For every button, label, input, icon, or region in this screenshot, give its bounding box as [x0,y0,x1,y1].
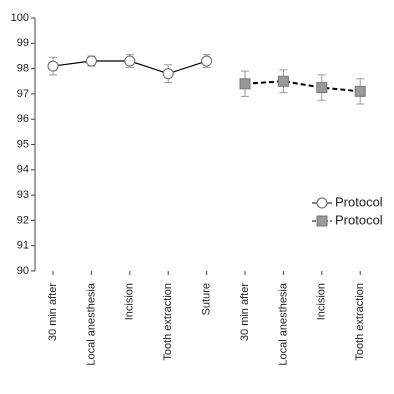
x-tick-label: 30 min after [239,283,251,341]
marker [239,78,251,90]
x-tick-label: Local anesthesia [277,282,289,365]
marker [162,68,174,80]
y-tick-label: 99 [17,37,29,49]
x-tick-label: Local anesthesia [85,282,97,365]
legend-marker [316,215,328,227]
y-tick-label: 90 [17,265,29,277]
y-tick-label: 95 [17,138,29,150]
x-tick-label: Suture [201,283,213,315]
y-tick-label: 92 [17,214,29,226]
legend-label: Protocol [335,194,383,209]
marker [354,85,366,97]
y-tick-label: 93 [17,189,29,201]
marker [277,75,289,87]
legend-marker [316,197,328,209]
x-tick-label: Tooth extraction [354,283,366,361]
y-tick-label: 91 [17,240,29,252]
x-tick-label: Tooth extraction [162,283,174,361]
legend-label: Protocol [335,212,383,227]
marker [316,82,328,94]
marker [201,55,213,67]
marker [124,55,136,67]
y-tick-label: 98 [17,63,29,75]
y-tick-label: 97 [17,88,29,100]
marker [47,60,59,72]
x-tick-label: Incision [316,283,328,320]
y-tick-label: 94 [17,164,29,176]
x-tick-label: 30 min after [47,283,59,341]
series-line [244,80,361,93]
y-tick-label: 96 [17,113,29,125]
x-tick-label: Incision [124,283,136,320]
marker [85,55,97,67]
y-tick-label: 100 [11,12,29,24]
